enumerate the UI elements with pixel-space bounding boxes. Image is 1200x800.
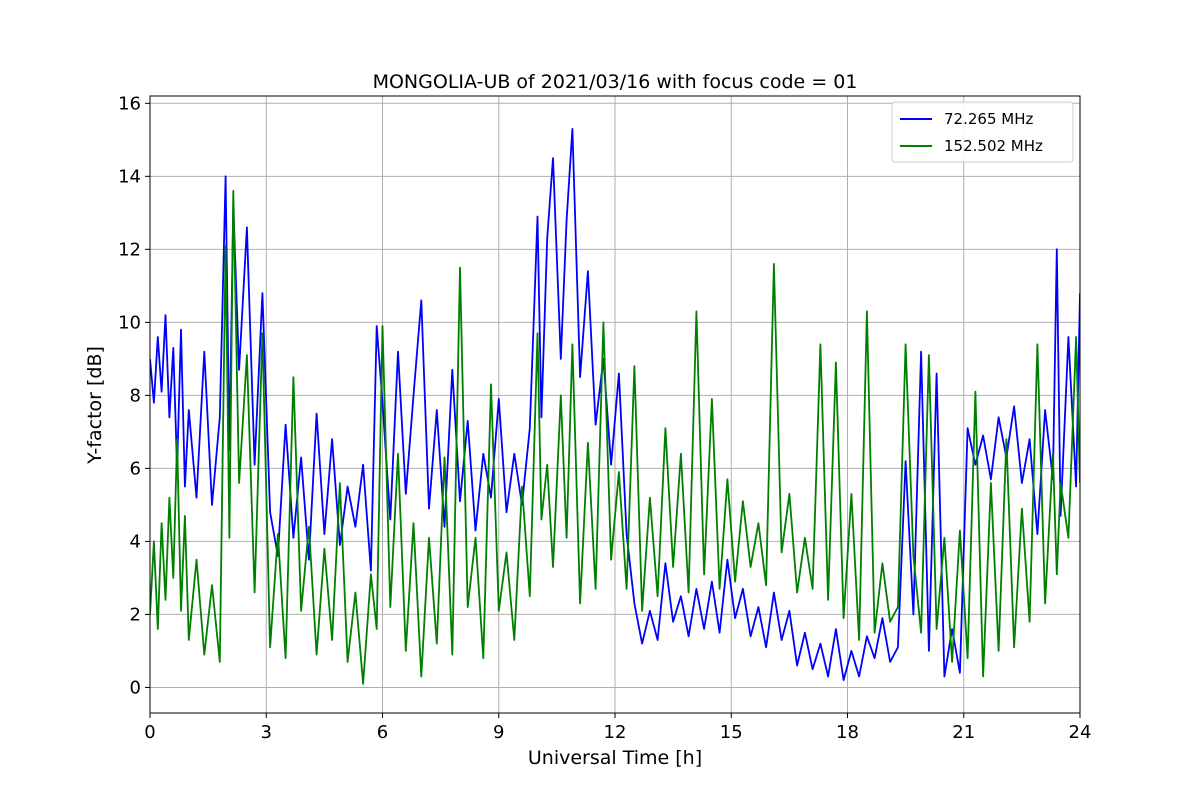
x-axis-label: Universal Time [h] <box>528 747 702 769</box>
x-tick-label: 0 <box>144 722 155 743</box>
chart-title: MONGOLIA-UB of 2021/03/16 with focus cod… <box>373 71 858 93</box>
y-tick-label: 12 <box>118 239 141 260</box>
x-tick-label: 3 <box>261 722 272 743</box>
legend-box <box>891 101 1074 163</box>
series-line-1 <box>150 189 1080 685</box>
y-tick-label: 2 <box>130 604 141 625</box>
legend: 72.265 MHz 152.502 MHz <box>891 101 1074 163</box>
x-tick-label: 15 <box>720 722 743 743</box>
x-tick-label: 18 <box>836 722 859 743</box>
legend-label-1: 152.502 MHz <box>944 137 1043 155</box>
x-tick-label: 21 <box>952 722 975 743</box>
series-layer <box>150 127 1080 685</box>
y-axis-label: Y-factor [dB] <box>84 346 106 465</box>
y-tick-label: 14 <box>118 166 141 187</box>
x-tick-label: 12 <box>604 722 627 743</box>
y-tick-label: 10 <box>118 312 141 333</box>
legend-label-0: 72.265 MHz <box>944 110 1033 128</box>
y-tick-label: 0 <box>130 677 141 698</box>
x-tick-label: 9 <box>493 722 504 743</box>
y-tick-label: 6 <box>130 458 141 479</box>
series-line-0 <box>150 127 1080 681</box>
y-tick-label: 16 <box>118 93 141 114</box>
y-tick-label: 4 <box>130 531 141 552</box>
x-tick-label: 6 <box>377 722 388 743</box>
y-tick-label: 8 <box>130 385 141 406</box>
x-tick-label: 24 <box>1069 722 1092 743</box>
